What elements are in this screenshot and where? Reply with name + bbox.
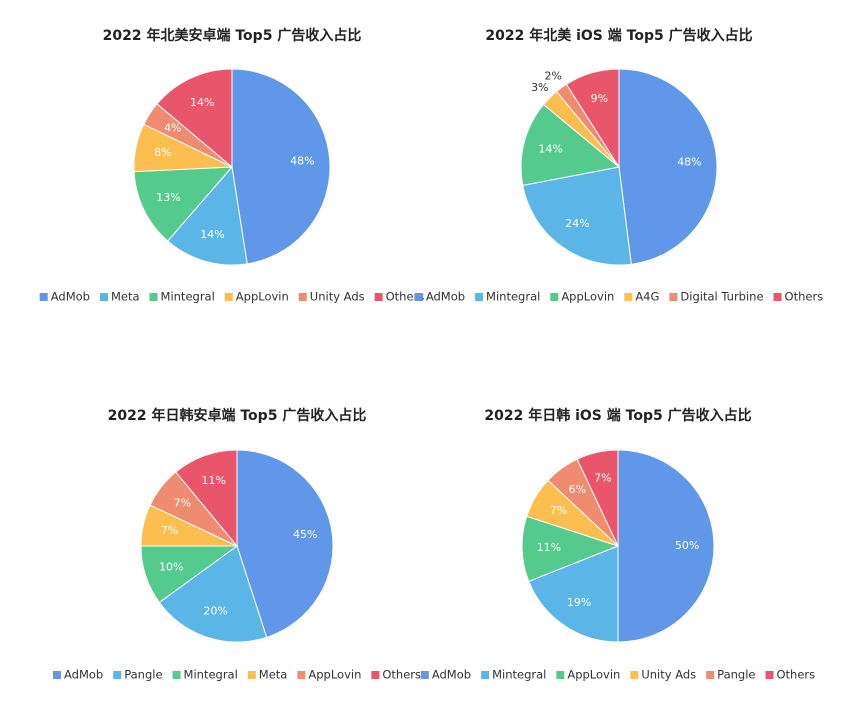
legend-label: AdMob	[432, 668, 471, 682]
legend-swatch	[556, 671, 565, 679]
legend-label: A4G	[635, 290, 659, 304]
chart-title: 2022 年日韩 iOS 端 Top5 广告收入占比	[484, 407, 751, 424]
legend-label: Meta	[259, 668, 288, 682]
chart-title: 2022 年日韩安卓端 Top5 广告收入占比	[108, 407, 367, 424]
slice-label: 10%	[159, 560, 183, 573]
slice-label: 14%	[200, 228, 224, 241]
legend-label: AdMob	[51, 290, 90, 304]
legend-swatch	[371, 671, 380, 679]
legend-swatch	[298, 293, 307, 301]
legend-swatch	[414, 293, 423, 301]
slice-label: 48%	[677, 156, 701, 169]
slice-label: 14%	[190, 96, 214, 109]
legend-swatch	[39, 293, 48, 301]
legend-swatch	[765, 671, 774, 679]
legend-label: AppLovin	[236, 290, 289, 304]
legend-swatch	[669, 293, 678, 301]
pie-slice	[175, 449, 238, 548]
pie-slice	[156, 68, 233, 169]
legend: AdMob Mintegral AppLovin Unity Ads Pangle Oth…	[420, 668, 816, 682]
legend-label: Mintegral	[492, 668, 546, 682]
legend-label: Mintegral	[486, 290, 540, 304]
legend-label: AdMob	[64, 668, 103, 682]
legend-label: Others	[382, 668, 421, 682]
slice-label: 24%	[565, 217, 589, 230]
slice-label: 4%	[164, 122, 181, 135]
legend-swatch	[550, 293, 559, 301]
slice-label: 48%	[290, 155, 314, 168]
slice-label: 19%	[567, 596, 591, 609]
legend-swatch	[113, 671, 122, 679]
legend-swatch	[624, 293, 633, 301]
legend-swatch	[706, 671, 715, 679]
pie-slice	[520, 103, 621, 186]
pie-slice	[236, 449, 334, 638]
slice-label: 50%	[675, 539, 699, 552]
legend-swatch	[172, 671, 181, 679]
pie-slice	[617, 449, 715, 643]
legend-label: Mintegral	[184, 668, 238, 682]
legend-swatch	[481, 671, 490, 679]
pie-slice	[158, 545, 268, 643]
legend-label: Pangle	[124, 668, 162, 682]
legend-label: Unity Ads	[641, 668, 696, 682]
slice-label: 8%	[154, 146, 171, 159]
legend-swatch	[773, 293, 782, 301]
legend-label: Pangle	[717, 668, 755, 682]
legend: AdMob Meta Mintegral AppLovin Unity Ads Other…	[39, 290, 425, 304]
slice-label: 3%	[531, 81, 548, 94]
pie-slice	[167, 165, 248, 266]
legend-swatch	[475, 293, 484, 301]
slice-label: 11%	[537, 541, 561, 554]
slice-label: 6%	[569, 483, 586, 496]
legend-label: Meta	[111, 290, 140, 304]
legend-swatch	[99, 293, 108, 301]
legend: AdMob Pangle Mintegral Meta AppLovin Others	[52, 668, 421, 682]
legend-label: Unity Ads	[310, 290, 365, 304]
pie-slice	[618, 68, 718, 265]
chart-title: 2022 年北美 iOS 端 Top5 广告收入占比	[485, 27, 752, 44]
legend-swatch	[224, 293, 233, 301]
legend-swatch	[52, 671, 61, 679]
pie-slice	[576, 449, 619, 547]
slice-label: 45%	[293, 528, 317, 541]
pie-slice	[522, 166, 632, 266]
chart-title: 2022 年北美安卓端 Top5 广告收入占比	[103, 27, 362, 44]
pie-slice	[565, 68, 620, 169]
pie-slice	[133, 166, 234, 242]
slice-label: 2%	[544, 69, 561, 82]
slice-label: 7%	[174, 497, 191, 510]
slice-label: 7%	[594, 472, 611, 485]
legend-swatch	[420, 671, 429, 679]
pie-slice	[528, 545, 619, 643]
slice-label: 9%	[591, 92, 608, 105]
legend-swatch	[149, 293, 158, 301]
legend-label: Others	[777, 668, 816, 682]
legend-swatch	[247, 671, 256, 679]
legend-label: Others	[785, 290, 824, 304]
legend: AdMob Mintegral AppLovin A4G Digital Turbine…	[414, 290, 824, 304]
legend-swatch	[630, 671, 639, 679]
slice-label: 11%	[201, 474, 225, 487]
legend-label: Digital Turbine	[680, 290, 763, 304]
slice-label: 13%	[156, 191, 180, 204]
slice-label: 20%	[203, 605, 227, 618]
legend-label: Mintegral	[161, 290, 215, 304]
legend-label: AppLovin	[561, 290, 614, 304]
slice-label: 7%	[550, 504, 567, 517]
legend-label: Others	[386, 290, 425, 304]
slice-label: 7%	[161, 524, 178, 537]
slice-label: 14%	[538, 142, 562, 155]
legend-label: AppLovin	[567, 668, 620, 682]
pie-slice	[521, 515, 620, 582]
legend-swatch	[297, 671, 306, 679]
legend-label: AdMob	[426, 290, 465, 304]
pie-slice	[231, 68, 331, 265]
legend-swatch	[374, 293, 383, 301]
legend-label: AppLovin	[308, 668, 361, 682]
